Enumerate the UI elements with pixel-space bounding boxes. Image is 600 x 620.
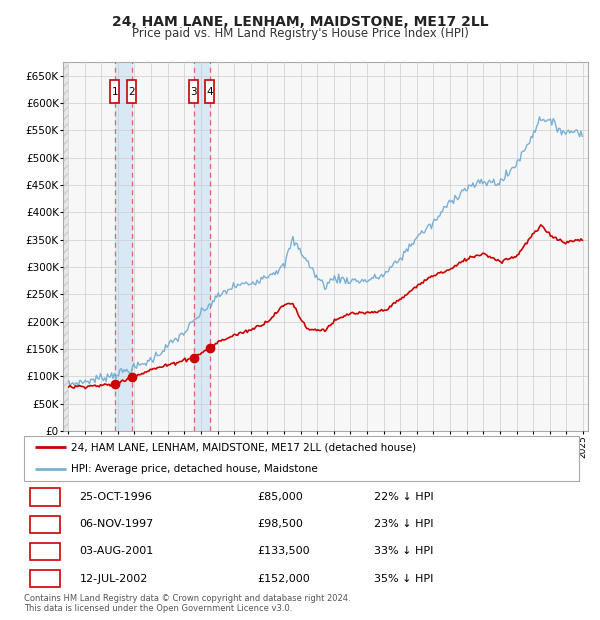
Text: 03-AUG-2001: 03-AUG-2001 [79,546,154,556]
Text: 25-OCT-1996: 25-OCT-1996 [79,492,152,502]
Text: Contains HM Land Registry data © Crown copyright and database right 2024.
This d: Contains HM Land Registry data © Crown c… [24,594,350,613]
FancyBboxPatch shape [29,516,60,533]
Text: 35% ↓ HPI: 35% ↓ HPI [374,574,433,583]
Text: Price paid vs. HM Land Registry's House Price Index (HPI): Price paid vs. HM Land Registry's House … [131,27,469,40]
Text: 3: 3 [191,87,197,97]
Text: HPI: Average price, detached house, Maidstone: HPI: Average price, detached house, Maid… [71,464,318,474]
FancyBboxPatch shape [29,570,60,587]
Text: 2: 2 [41,520,49,529]
FancyBboxPatch shape [29,489,60,506]
Text: 23% ↓ HPI: 23% ↓ HPI [374,520,433,529]
FancyBboxPatch shape [110,80,119,103]
Text: 4: 4 [206,87,213,97]
Text: 1: 1 [41,492,49,502]
Text: 24, HAM LANE, LENHAM, MAIDSTONE, ME17 2LL (detached house): 24, HAM LANE, LENHAM, MAIDSTONE, ME17 2L… [71,443,416,453]
Text: £85,000: £85,000 [257,492,303,502]
Text: 2: 2 [128,87,135,97]
Text: 3: 3 [41,546,49,556]
Text: £152,000: £152,000 [257,574,310,583]
Text: £133,500: £133,500 [257,546,310,556]
Text: 06-NOV-1997: 06-NOV-1997 [79,520,154,529]
Bar [194,62,210,431]
FancyBboxPatch shape [190,80,199,103]
FancyBboxPatch shape [205,80,214,103]
Bar [63,62,68,431]
FancyBboxPatch shape [24,436,579,480]
Text: 1: 1 [112,87,118,97]
Text: 22% ↓ HPI: 22% ↓ HPI [374,492,433,502]
FancyBboxPatch shape [127,80,136,103]
Text: 4: 4 [41,574,49,583]
Text: £98,500: £98,500 [257,520,303,529]
Bar [115,62,132,431]
Text: 33% ↓ HPI: 33% ↓ HPI [374,546,433,556]
Text: 24, HAM LANE, LENHAM, MAIDSTONE, ME17 2LL: 24, HAM LANE, LENHAM, MAIDSTONE, ME17 2L… [112,16,488,30]
Text: 12-JUL-2002: 12-JUL-2002 [79,574,148,583]
FancyBboxPatch shape [29,542,60,560]
